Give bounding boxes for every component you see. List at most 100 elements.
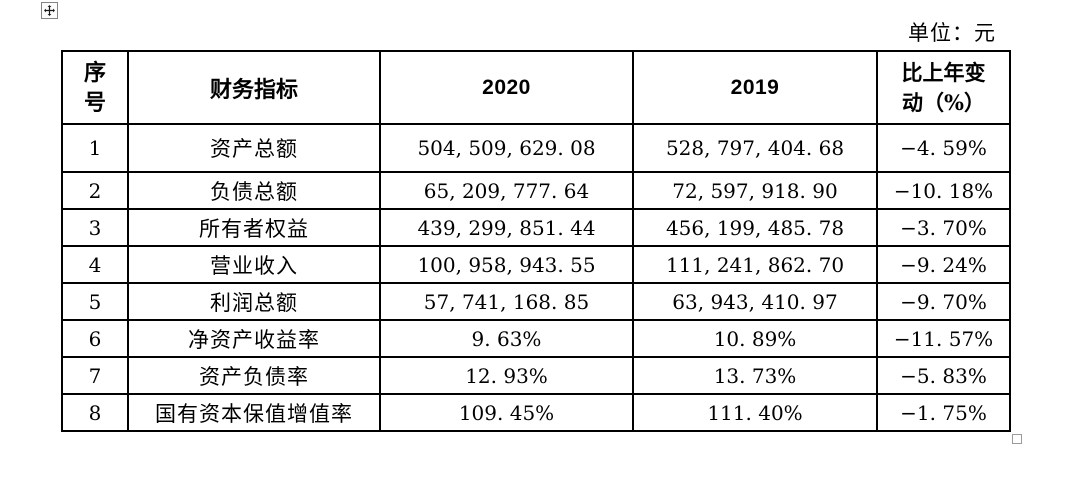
header-no-label: 序号	[83, 59, 106, 116]
value-2020-cell[interactable]: 12. 93%	[379, 356, 634, 395]
value-2020: 439, 299, 851. 44	[417, 215, 596, 240]
value-2020-cell[interactable]: 109. 45%	[379, 393, 634, 432]
row-no: 4	[88, 252, 102, 277]
row-no-cell[interactable]: 3	[61, 208, 129, 247]
indicator-label: 国有资本保值增值率	[155, 401, 353, 426]
header-2019-label: 2019	[730, 75, 780, 99]
row-no: 5	[88, 289, 102, 314]
header-change[interactable]: 比上年变动（%）	[876, 50, 1011, 125]
value-2020: 57, 741, 168. 85	[423, 289, 590, 314]
row-no: 1	[88, 136, 102, 160]
value-2020: 12. 93%	[465, 363, 548, 388]
indicator-cell[interactable]: 利润总额	[127, 282, 381, 321]
value-2020-cell[interactable]: 57, 741, 168. 85	[379, 282, 634, 321]
indicator-label: 营业收入	[210, 253, 298, 278]
indicator-cell[interactable]: 资产总额	[127, 123, 381, 173]
change-value: −4. 59%	[900, 136, 987, 160]
move-arrows-icon	[44, 5, 55, 16]
indicator-cell[interactable]: 负债总额	[127, 171, 381, 210]
table-move-handle[interactable]	[41, 2, 58, 19]
value-2020-cell[interactable]: 9. 63%	[379, 319, 634, 358]
indicator-label: 资产总额	[210, 137, 298, 161]
header-indicator-label: 财务指标	[209, 76, 298, 103]
table-row: 4 营业收入 100, 958, 943. 55 111, 241, 862. …	[61, 245, 1011, 284]
header-2020[interactable]: 2020	[379, 50, 634, 125]
table-row: 7 资产负债率 12. 93% 13. 73% −5. 83%	[61, 356, 1011, 395]
value-2019-cell[interactable]: 528, 797, 404. 68	[632, 123, 878, 173]
indicator-label: 资产负债率	[199, 364, 309, 389]
change-cell[interactable]: −10. 18%	[876, 171, 1011, 210]
value-2019-cell[interactable]: 10. 89%	[632, 319, 878, 358]
value-2019: 63, 943, 410. 97	[672, 289, 838, 314]
indicator-label: 所有者权益	[199, 216, 309, 241]
table-resize-handle[interactable]	[1012, 434, 1022, 444]
table-row: 5 利润总额 57, 741, 168. 85 63, 943, 410. 97…	[61, 282, 1011, 321]
indicator-cell[interactable]: 营业收入	[127, 245, 381, 284]
indicator-cell[interactable]: 净资产收益率	[127, 319, 381, 358]
table-row: 3 所有者权益 439, 299, 851. 44 456, 199, 485.…	[61, 208, 1011, 247]
row-no: 6	[88, 326, 102, 351]
value-2019: 10. 89%	[713, 326, 797, 351]
header-2020-label: 2020	[482, 75, 531, 99]
indicator-label: 利润总额	[210, 290, 298, 315]
value-2019: 111, 241, 862. 70	[665, 252, 845, 277]
table-row: 1 资产总额 504, 509, 629. 08 528, 797, 404. …	[61, 123, 1011, 173]
table-row: 8 国有资本保值增值率 109. 45% 111. 40% −1. 75%	[61, 393, 1011, 432]
change-value: −1. 75%	[900, 400, 987, 425]
row-no-cell[interactable]: 4	[61, 245, 129, 284]
value-2020-cell[interactable]: 439, 299, 851. 44	[379, 208, 634, 247]
change-value: −11. 57%	[893, 326, 994, 351]
change-value: −9. 24%	[900, 252, 987, 277]
change-value: −10. 18%	[893, 178, 994, 203]
row-no-cell[interactable]: 8	[61, 393, 129, 432]
change-cell[interactable]: −11. 57%	[876, 319, 1011, 358]
value-2020: 504, 509, 629. 08	[417, 136, 596, 160]
change-cell[interactable]: −3. 70%	[876, 208, 1011, 247]
value-2019-cell[interactable]: 111, 241, 862. 70	[632, 245, 878, 284]
row-no-cell[interactable]: 6	[61, 319, 129, 358]
header-indicator[interactable]: 财务指标	[127, 50, 381, 125]
value-2020: 100, 958, 943. 55	[417, 252, 596, 277]
value-2019: 72, 597, 918. 90	[672, 178, 838, 203]
value-2020: 109. 45%	[458, 400, 555, 425]
value-2020-cell[interactable]: 504, 509, 629. 08	[379, 123, 634, 173]
value-2019-cell[interactable]: 111. 40%	[632, 393, 878, 432]
value-2019-cell[interactable]: 72, 597, 918. 90	[632, 171, 878, 210]
value-2019-cell[interactable]: 13. 73%	[632, 356, 878, 395]
row-no: 3	[88, 215, 102, 240]
row-no-cell[interactable]: 7	[61, 356, 129, 395]
table-row: 6 净资产收益率 9. 63% 10. 89% −11. 57%	[61, 319, 1011, 358]
row-no: 2	[88, 178, 102, 203]
value-2020-cell[interactable]: 65, 209, 777. 64	[379, 171, 634, 210]
value-2019-cell[interactable]: 456, 199, 485. 78	[632, 208, 878, 247]
unit-label: 单位：元	[908, 21, 996, 45]
header-row: 序号 财务指标 2020 2019 比上年变动（%）	[61, 50, 1011, 125]
change-value: −9. 70%	[900, 289, 987, 314]
indicator-cell[interactable]: 资产负债率	[127, 356, 381, 395]
change-cell[interactable]: −9. 70%	[876, 282, 1011, 321]
row-no: 7	[88, 363, 102, 388]
indicator-label: 净资产收益率	[188, 327, 320, 352]
row-no-cell[interactable]: 5	[61, 282, 129, 321]
row-no-cell[interactable]: 1	[61, 123, 129, 173]
value-2019-cell[interactable]: 63, 943, 410. 97	[632, 282, 878, 321]
value-2020-cell[interactable]: 100, 958, 943. 55	[379, 245, 634, 284]
change-cell[interactable]: −5. 83%	[876, 356, 1011, 395]
table-row: 2 负债总额 65, 209, 777. 64 72, 597, 918. 90…	[61, 171, 1011, 210]
value-2019: 456, 199, 485. 78	[665, 215, 845, 240]
value-2019: 13. 73%	[713, 363, 797, 388]
value-2020: 65, 209, 777. 64	[423, 178, 590, 203]
indicator-label: 负债总额	[210, 179, 298, 204]
row-no-cell[interactable]: 2	[61, 171, 129, 210]
indicator-cell[interactable]: 国有资本保值增值率	[127, 393, 381, 432]
change-cell[interactable]: −1. 75%	[876, 393, 1011, 432]
header-no[interactable]: 序号	[61, 50, 129, 125]
change-cell[interactable]: −4. 59%	[876, 123, 1011, 173]
change-value: −5. 83%	[900, 363, 987, 388]
header-change-label: 比上年变动（%）	[901, 59, 986, 115]
indicator-cell[interactable]: 所有者权益	[127, 208, 381, 247]
financial-indicators-table: 序号 财务指标 2020 2019 比上年变动（%） 1 资产总额 504, 5…	[61, 50, 1011, 432]
change-cell[interactable]: −9. 24%	[876, 245, 1011, 284]
header-2019[interactable]: 2019	[632, 50, 878, 125]
